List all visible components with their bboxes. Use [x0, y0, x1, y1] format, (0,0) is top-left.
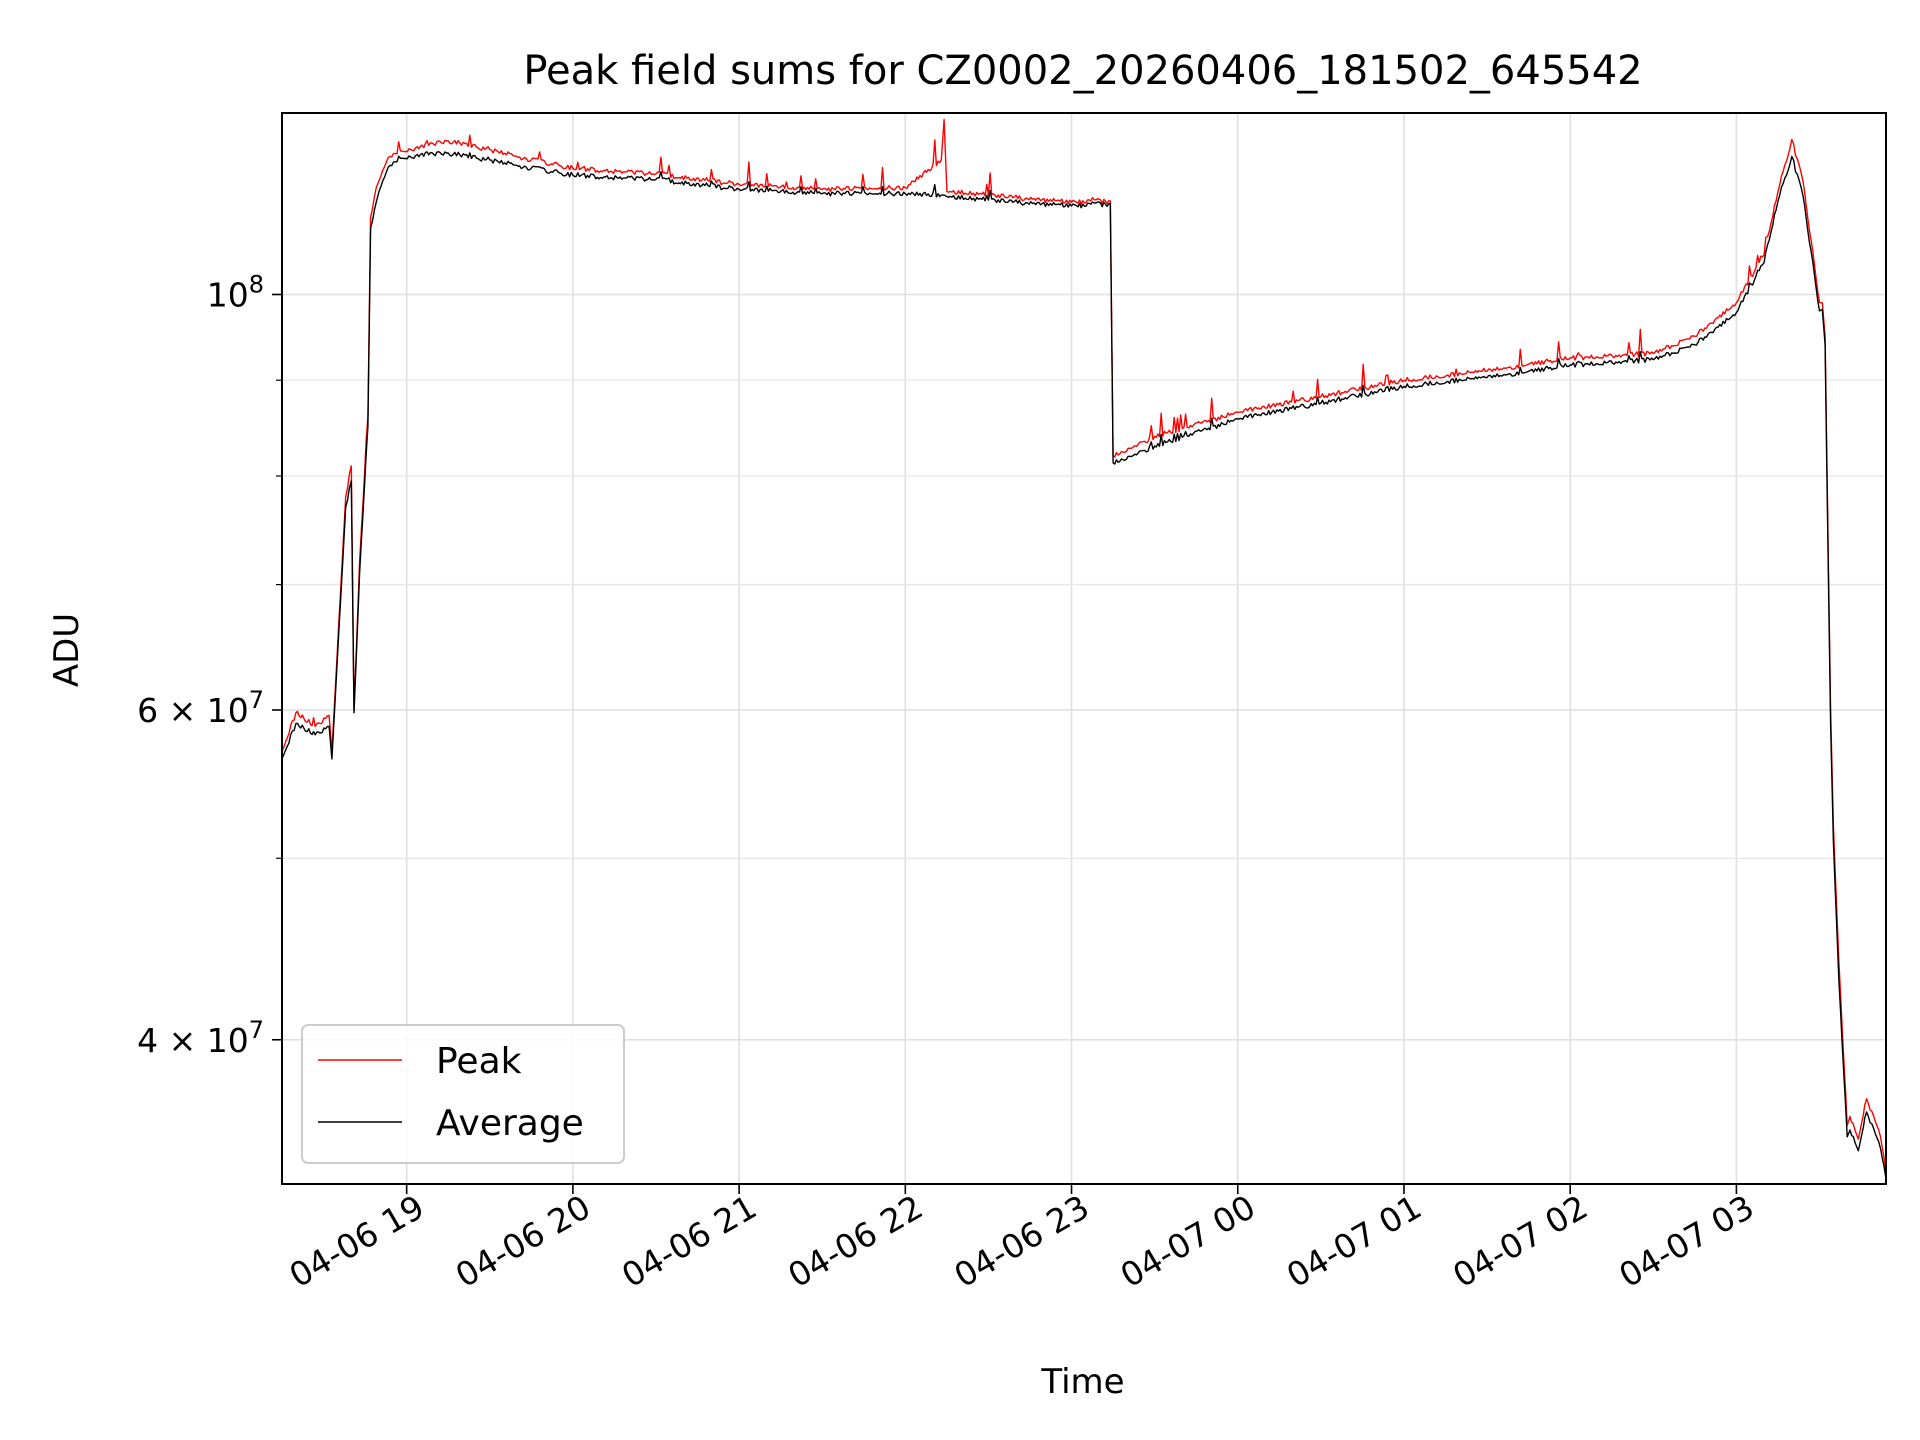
- grid-lines: [282, 113, 1886, 1184]
- y-tick-label: 6 × 107: [137, 686, 264, 730]
- y-axis-label: ADU: [47, 613, 87, 687]
- plot-frame: [281, 112, 1887, 1185]
- y-tick-label-base: 4 × 10: [137, 1021, 249, 1060]
- y-tick-label-exponent: 7: [249, 686, 264, 714]
- y-tick-label: 108: [207, 270, 264, 314]
- data-series: [282, 118, 1886, 1180]
- y-tick-label-exponent: 8: [249, 270, 264, 298]
- series-line-average: [282, 150, 1886, 1180]
- series-line-peak: [282, 118, 1886, 1173]
- y-tick-label-exponent: 7: [249, 1016, 264, 1044]
- y-tick-label: 4 × 107: [137, 1016, 264, 1060]
- x-axis-label: Time: [1040, 1362, 1124, 1402]
- plot-area: [282, 113, 1886, 1184]
- legend-label-average: Average: [436, 1103, 584, 1144]
- y-tick-label-base: 10: [207, 275, 249, 314]
- chart-title: Peak field sums for CZ0002_20260406_1815…: [523, 48, 1642, 94]
- y-tick-label-base: 6 × 10: [137, 691, 249, 730]
- legend-label-peak: Peak: [436, 1041, 522, 1082]
- legend: Peak Average: [301, 1024, 625, 1164]
